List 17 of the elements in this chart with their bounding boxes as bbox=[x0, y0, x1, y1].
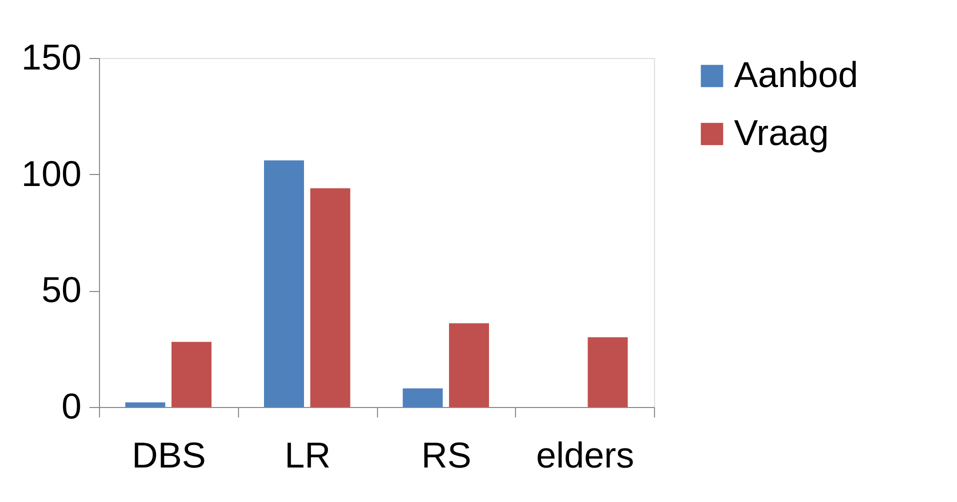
bar bbox=[172, 342, 212, 407]
legend-label: Aanbod bbox=[734, 54, 858, 95]
y-tick-label: 150 bbox=[21, 36, 82, 78]
bar bbox=[125, 402, 166, 407]
x-tick-label: DBS bbox=[132, 434, 206, 476]
bar bbox=[449, 323, 489, 407]
x-tick-label: LR bbox=[284, 434, 331, 476]
bar bbox=[310, 188, 350, 407]
y-tick-label: 0 bbox=[61, 386, 82, 426]
x-tick-label: RS bbox=[421, 434, 472, 476]
x-tick-label: elders bbox=[536, 434, 634, 476]
legend-label: Vraag bbox=[734, 112, 829, 153]
bar bbox=[588, 337, 628, 407]
bar bbox=[402, 388, 443, 407]
bar bbox=[264, 160, 304, 407]
y-tick-label: 50 bbox=[41, 269, 82, 310]
y-tick-label: 100 bbox=[21, 152, 82, 194]
